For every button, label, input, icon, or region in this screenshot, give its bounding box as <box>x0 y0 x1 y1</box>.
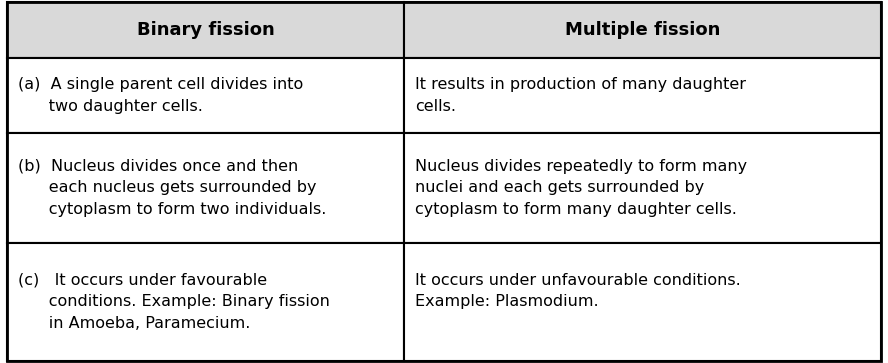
Bar <box>404 133 881 242</box>
Text: Binary fission: Binary fission <box>137 21 274 39</box>
Bar <box>404 57 881 133</box>
Text: (c)   It occurs under favourable: (c) It occurs under favourable <box>18 273 267 288</box>
Text: conditions. Example: Binary fission: conditions. Example: Binary fission <box>18 294 329 309</box>
Text: Multiple fission: Multiple fission <box>565 21 720 39</box>
Text: It occurs under unfavourable conditions.: It occurs under unfavourable conditions. <box>415 273 741 288</box>
Text: cells.: cells. <box>415 98 456 114</box>
Bar <box>7 242 404 361</box>
Text: nuclei and each gets surrounded by: nuclei and each gets surrounded by <box>415 180 704 195</box>
Text: each nucleus gets surrounded by: each nucleus gets surrounded by <box>18 180 316 195</box>
Text: Nucleus divides repeatedly to form many: Nucleus divides repeatedly to form many <box>415 159 747 174</box>
Bar <box>404 2 881 57</box>
Text: cytoplasm to form two individuals.: cytoplasm to form two individuals. <box>18 202 326 217</box>
Bar <box>404 242 881 361</box>
Bar <box>7 2 404 57</box>
Text: (a)  A single parent cell divides into: (a) A single parent cell divides into <box>18 77 303 92</box>
Text: cytoplasm to form many daughter cells.: cytoplasm to form many daughter cells. <box>415 202 736 217</box>
Bar <box>7 133 404 242</box>
Text: two daughter cells.: two daughter cells. <box>18 98 202 114</box>
Text: (b)  Nucleus divides once and then: (b) Nucleus divides once and then <box>18 159 298 174</box>
Text: in Amoeba, Paramecium.: in Amoeba, Paramecium. <box>18 316 250 331</box>
Text: It results in production of many daughter: It results in production of many daughte… <box>415 77 746 92</box>
Text: Example: Plasmodium.: Example: Plasmodium. <box>415 294 599 309</box>
Bar <box>7 57 404 133</box>
